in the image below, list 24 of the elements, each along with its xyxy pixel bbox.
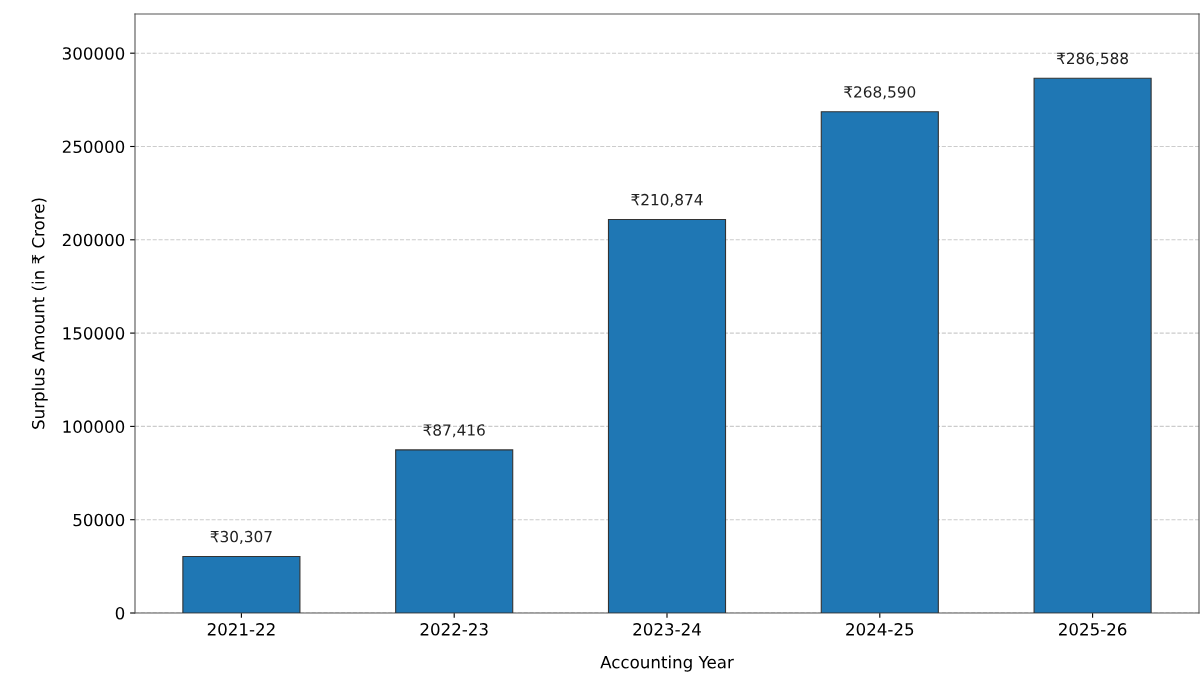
y-tick-label: 0	[115, 606, 125, 620]
bar	[1033, 77, 1152, 613]
y-tick-label: 250000	[62, 140, 125, 154]
x-tick-label: 2025-26	[1059, 623, 1127, 636]
y-tick-label: 200000	[62, 233, 125, 247]
bar	[607, 218, 727, 613]
y-tick-label: 300000	[62, 47, 125, 60]
data-label: ₹87,416	[423, 424, 485, 438]
y-tick-label: 150000	[63, 327, 125, 340]
data-label: ₹30,307	[210, 530, 272, 544]
bar	[395, 449, 514, 613]
data-label: ₹268,590	[844, 86, 916, 100]
x-tick-label: 2021-22	[207, 623, 275, 636]
y-tick-label: 100000	[63, 420, 125, 433]
bar	[182, 555, 301, 613]
x-tick-label: 2023-24	[633, 623, 701, 636]
x-axis-title: Accounting Year	[600, 655, 734, 672]
x-tick-label: 2024-25	[846, 623, 914, 636]
data-label: ₹286,588	[1056, 52, 1128, 66]
data-label: ₹210,874	[631, 193, 703, 207]
bar	[820, 111, 939, 613]
y-tick-label: 50000	[73, 513, 125, 527]
x-tick-label: 2022-23	[420, 623, 488, 636]
y-axis-title: Surplus Amount (in ₹ Crore)	[31, 198, 48, 429]
